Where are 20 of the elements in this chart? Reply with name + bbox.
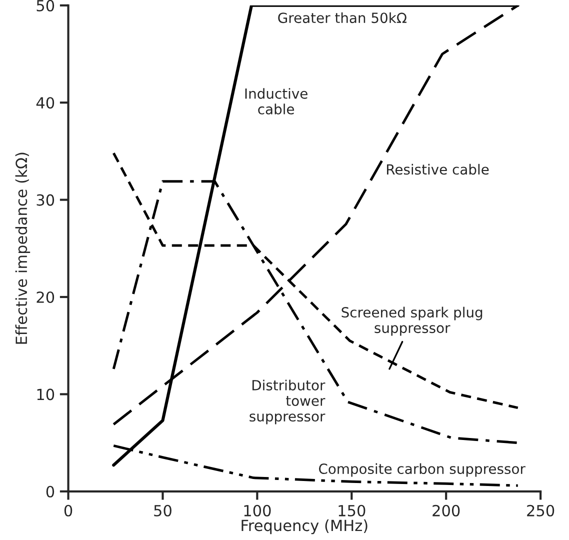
x-tick-label: 250 xyxy=(527,504,554,516)
annotation: Greater than 50kΩ xyxy=(278,12,406,24)
y-tick-label: 30 xyxy=(36,194,54,206)
y-tick-label: 20 xyxy=(36,291,54,304)
y-axis-title: Effective impedance (kΩ) xyxy=(15,152,30,344)
y-tick-label: 40 xyxy=(36,97,54,109)
y-tick-label: 10 xyxy=(37,388,54,400)
y-tick-label: 50 xyxy=(36,0,54,12)
series-label: Composite carbon suppressor xyxy=(318,463,526,477)
y-tick-label: 0 xyxy=(46,486,54,498)
series-label: Resistive cable xyxy=(387,164,489,175)
x-tick-label: 0 xyxy=(64,504,72,516)
series-label: Inductive cable xyxy=(245,88,308,114)
x-tick-label: 150 xyxy=(338,504,366,516)
series-label: Screened spark plug suppressor xyxy=(342,306,482,336)
x-tick-label: 200 xyxy=(432,504,460,516)
x-tick-label: 50 xyxy=(154,504,172,516)
x-axis-title: Frequency (MHz) xyxy=(242,519,368,534)
series-label: Distributor tower suppressor xyxy=(250,380,326,424)
x-tick-label: 100 xyxy=(244,504,271,516)
